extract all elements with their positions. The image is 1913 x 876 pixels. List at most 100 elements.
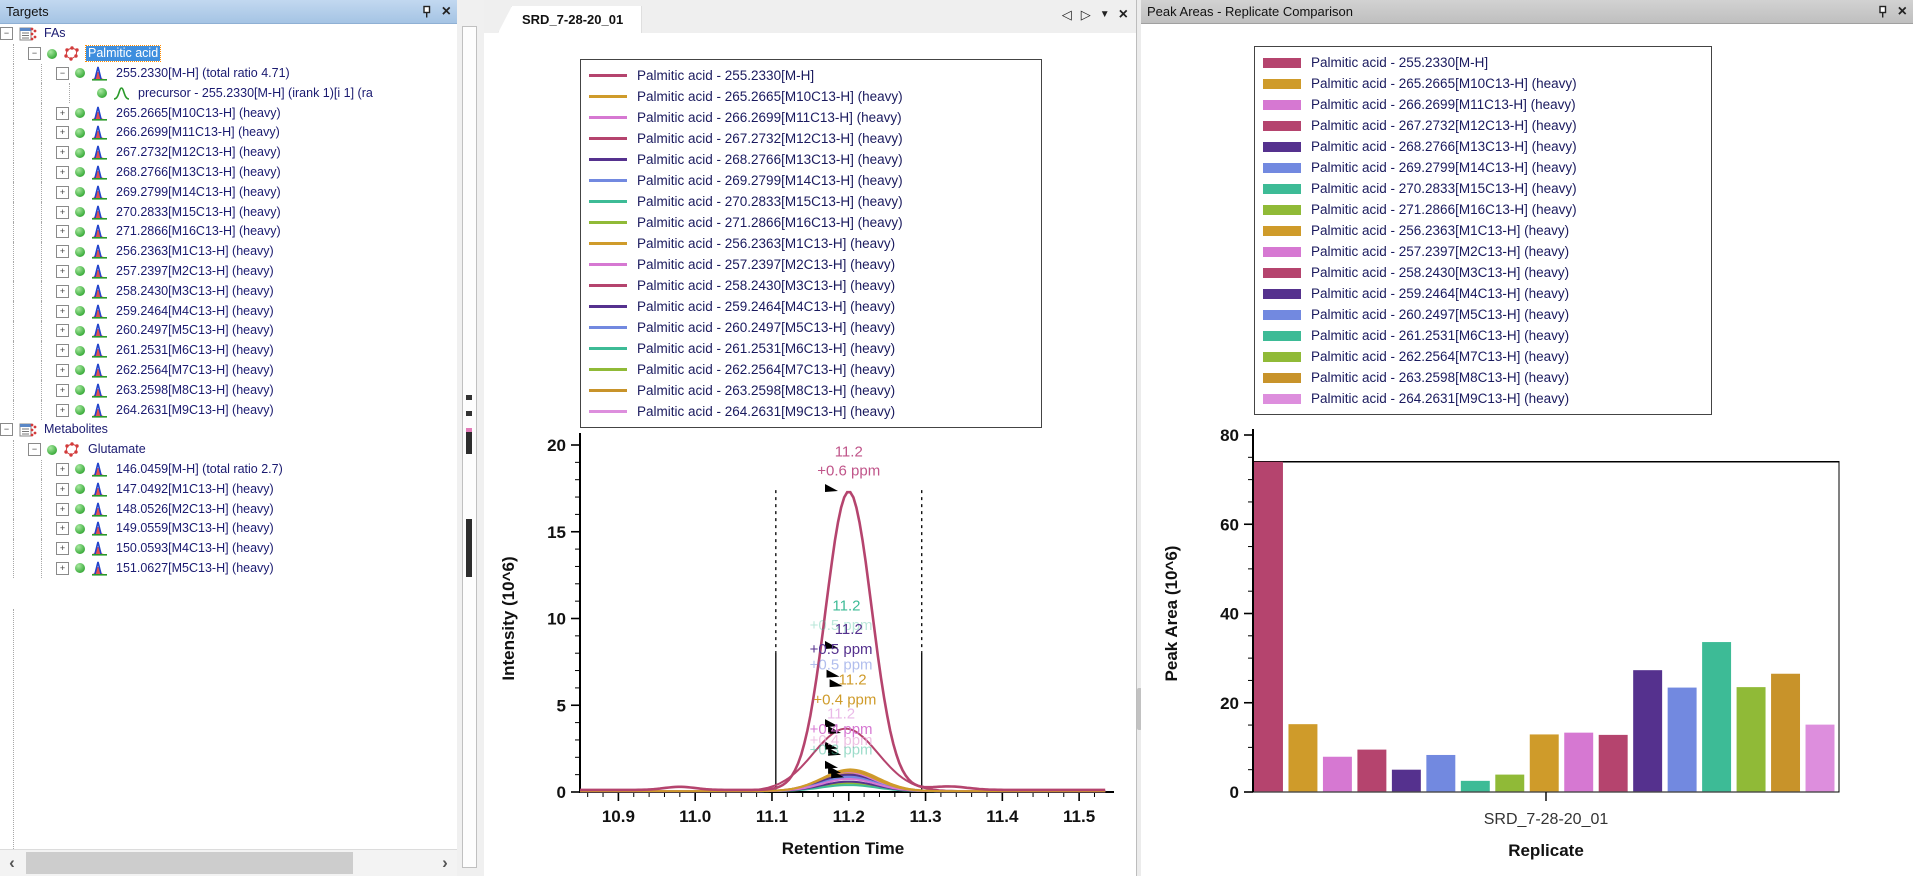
tree-label[interactable]: 151.0627[M5C13-H] (heavy) — [116, 560, 274, 575]
tree-label[interactable]: 257.2397[M2C13-H] (heavy) — [116, 263, 274, 278]
scrollbar-thumb[interactable] — [466, 432, 472, 454]
tree-label[interactable]: 264.2631[M9C13-H] (heavy) — [116, 402, 274, 417]
pin-icon[interactable] — [1876, 5, 1890, 19]
expand-icon[interactable]: + — [56, 185, 69, 199]
collapse-icon[interactable]: − — [0, 27, 13, 41]
expand-icon[interactable]: + — [56, 403, 69, 417]
tab-scroll-left-icon[interactable]: ◁ — [1061, 7, 1072, 22]
close-icon[interactable]: × — [1897, 2, 1907, 20]
peak-area-bar[interactable] — [1529, 734, 1559, 792]
tree-label[interactable]: 255.2330[M-H] (total ratio 4.71) — [116, 65, 290, 80]
tree-label[interactable]: 150.0593[M4C13-H] (heavy) — [116, 541, 274, 556]
tree-row-271.2866M16C13-H[interactable]: +271.2866[M16C13-H] (heavy) — [0, 221, 457, 242]
tab-list-dropdown-icon[interactable]: ▼ — [1099, 9, 1110, 20]
expand-icon[interactable]: + — [56, 165, 69, 179]
tree-row-265.2665M10C13-H[interactable]: +265.2665[M10C13-H] (heavy) — [0, 103, 457, 123]
tree-label[interactable]: 271.2866[M16C13-H] (heavy) — [116, 224, 281, 239]
tree-row-261.2531M6C13-H[interactable]: +261.2531[M6C13-H] (heavy) — [0, 340, 457, 361]
peak-area-bar[interactable] — [1771, 673, 1801, 792]
tree-row-FAs[interactable]: − FAs — [0, 24, 457, 44]
tree-label[interactable]: 268.2766[M13C13-H] (heavy) — [116, 164, 281, 179]
expand-icon[interactable]: + — [56, 205, 69, 219]
peak-area-bar[interactable] — [1667, 687, 1697, 792]
targets-vertical-scrollbar[interactable] — [462, 26, 477, 868]
tree-row-148.0526M2C13-H[interactable]: +148.0526[M2C13-H] (heavy) — [0, 499, 457, 519]
tree-label[interactable]: 258.2430[M3C13-H] (heavy) — [116, 283, 274, 298]
expand-icon[interactable]: + — [56, 324, 69, 338]
tree-row-147.0492M1C13-H[interactable]: +147.0492[M1C13-H] (heavy) — [0, 479, 457, 499]
tree-label[interactable]: 259.2464[M4C13-H] (heavy) — [116, 303, 274, 318]
tree-row-262.2564M7C13-H[interactable]: +262.2564[M7C13-H] (heavy) — [0, 360, 457, 381]
tab-scroll-right-icon[interactable]: ▷ — [1080, 7, 1091, 22]
tree-row-266.2699M11C13-H[interactable]: +266.2699[M11C13-H] (heavy) — [0, 122, 457, 143]
expand-icon[interactable]: + — [56, 245, 69, 259]
tree-row-255.2330M-H[interactable]: − 255.2330[M-H] (total ratio 4.71) — [0, 63, 457, 84]
targets-horizontal-scrollbar[interactable]: ‹ › — [0, 849, 457, 876]
expand-icon[interactable]: + — [56, 462, 69, 476]
expand-icon[interactable]: + — [56, 225, 69, 239]
scrollbar-thumb[interactable] — [466, 519, 472, 577]
peak-area-bar[interactable] — [1357, 749, 1387, 792]
tree-label[interactable]: 149.0559[M3C13-H] (heavy) — [116, 521, 274, 536]
tree-row-256.2363M1C13-H[interactable]: +256.2363[M1C13-H] (heavy) — [0, 241, 457, 262]
tree-label[interactable]: Palmitic acid — [84, 45, 162, 63]
tree-row-264.2631M9C13-H[interactable]: +264.2631[M9C13-H] (heavy) — [0, 400, 457, 420]
expand-icon[interactable]: + — [56, 383, 69, 397]
peak-area-bar[interactable] — [1598, 734, 1628, 792]
tree-row-146.0459M-H[interactable]: +146.0459[M-H] (total ratio 2.7) — [0, 459, 457, 480]
expand-icon[interactable]: + — [56, 482, 69, 496]
tree-label[interactable]: 146.0459[M-H] (total ratio 2.7) — [116, 461, 283, 476]
tree-label[interactable]: 147.0492[M1C13-H] (heavy) — [116, 481, 274, 496]
tree-row-267.2732M12C13-H[interactable]: +267.2732[M12C13-H] (heavy) — [0, 142, 457, 163]
tree-row-precursor[interactable]: precursor - 255.2330[M-H] (irank 1)[i 1]… — [0, 83, 457, 103]
tree-label[interactable]: Metabolites — [44, 422, 108, 437]
tree-row-259.2464M4C13-H[interactable]: +259.2464[M4C13-H] (heavy) — [0, 301, 457, 321]
peak-area-bar[interactable] — [1460, 780, 1490, 792]
peak-area-bar[interactable] — [1254, 461, 1283, 792]
tree-label[interactable]: 260.2497[M5C13-H] (heavy) — [116, 323, 274, 338]
tree-label[interactable]: 256.2363[M1C13-H] (heavy) — [116, 244, 274, 259]
close-icon[interactable]: × — [441, 2, 451, 20]
peak-area-bar[interactable] — [1633, 670, 1663, 792]
scrollbar-thumb[interactable] — [26, 852, 354, 874]
tree-label[interactable]: 266.2699[M11C13-H] (heavy) — [116, 125, 280, 140]
expand-icon[interactable]: + — [56, 502, 69, 516]
peak-area-bar[interactable] — [1322, 756, 1352, 792]
tree-row-150.0593M4C13-H[interactable]: +150.0593[M4C13-H] (heavy) — [0, 538, 457, 559]
tab-srd-7-28-20-01[interactable]: SRD_7-28-20_01 — [498, 6, 642, 33]
scrollbar-track[interactable] — [24, 850, 433, 876]
splitter-thumb[interactable] — [1137, 688, 1142, 730]
expand-icon[interactable]: + — [56, 344, 69, 358]
tree-row-Glutamate[interactable]: − Glutamate — [0, 439, 457, 460]
expand-icon[interactable]: + — [56, 304, 69, 318]
tree-row-263.2598M8C13-H[interactable]: +263.2598[M8C13-H] (heavy) — [0, 380, 457, 400]
expand-icon[interactable]: + — [56, 126, 69, 140]
tree-label[interactable]: 270.2833[M15C13-H] (heavy) — [116, 204, 281, 219]
expand-icon[interactable]: + — [56, 561, 69, 575]
tree-label[interactable]: 262.2564[M7C13-H] (heavy) — [116, 362, 274, 377]
tree-row-268.2766M13C13-H[interactable]: +268.2766[M13C13-H] (heavy) — [0, 162, 457, 183]
tree-row-151.0627M5C13-H[interactable]: +151.0627[M5C13-H] (heavy) — [0, 558, 457, 579]
peak-area-bar[interactable] — [1288, 724, 1318, 792]
tab-close-icon[interactable]: × — [1118, 6, 1128, 23]
tree-label[interactable]: 267.2732[M12C13-H] (heavy) — [116, 145, 281, 160]
tree-row-270.2833M15C13-H[interactable]: +270.2833[M15C13-H] (heavy) — [0, 202, 457, 222]
tree-label[interactable]: Glutamate — [88, 442, 146, 457]
tree-row-258.2430M3C13-H[interactable]: +258.2430[M3C13-H] (heavy) — [0, 281, 457, 301]
scroll-left-arrow[interactable]: ‹ — [9, 853, 15, 872]
tree-label[interactable]: 265.2665[M10C13-H] (heavy) — [116, 105, 281, 120]
tree-label[interactable]: 269.2799[M14C13-H] (heavy) — [116, 184, 281, 199]
tree-row-Metabolites[interactable]: − Metabolites — [0, 420, 457, 440]
scroll-right-arrow[interactable]: › — [442, 853, 448, 872]
collapse-icon[interactable]: − — [56, 66, 69, 80]
peak-area-bar[interactable] — [1805, 724, 1835, 792]
tree-label[interactable]: 263.2598[M8C13-H] (heavy) — [116, 382, 274, 397]
expand-icon[interactable]: + — [56, 284, 69, 298]
peak-area-bar[interactable] — [1426, 754, 1456, 792]
expand-icon[interactable]: + — [56, 264, 69, 278]
tree-label[interactable]: FAs — [44, 26, 66, 41]
peak-area-bar[interactable] — [1564, 732, 1594, 792]
pin-icon[interactable] — [420, 5, 434, 19]
expand-icon[interactable]: + — [56, 106, 69, 120]
expand-icon[interactable]: + — [56, 522, 69, 536]
